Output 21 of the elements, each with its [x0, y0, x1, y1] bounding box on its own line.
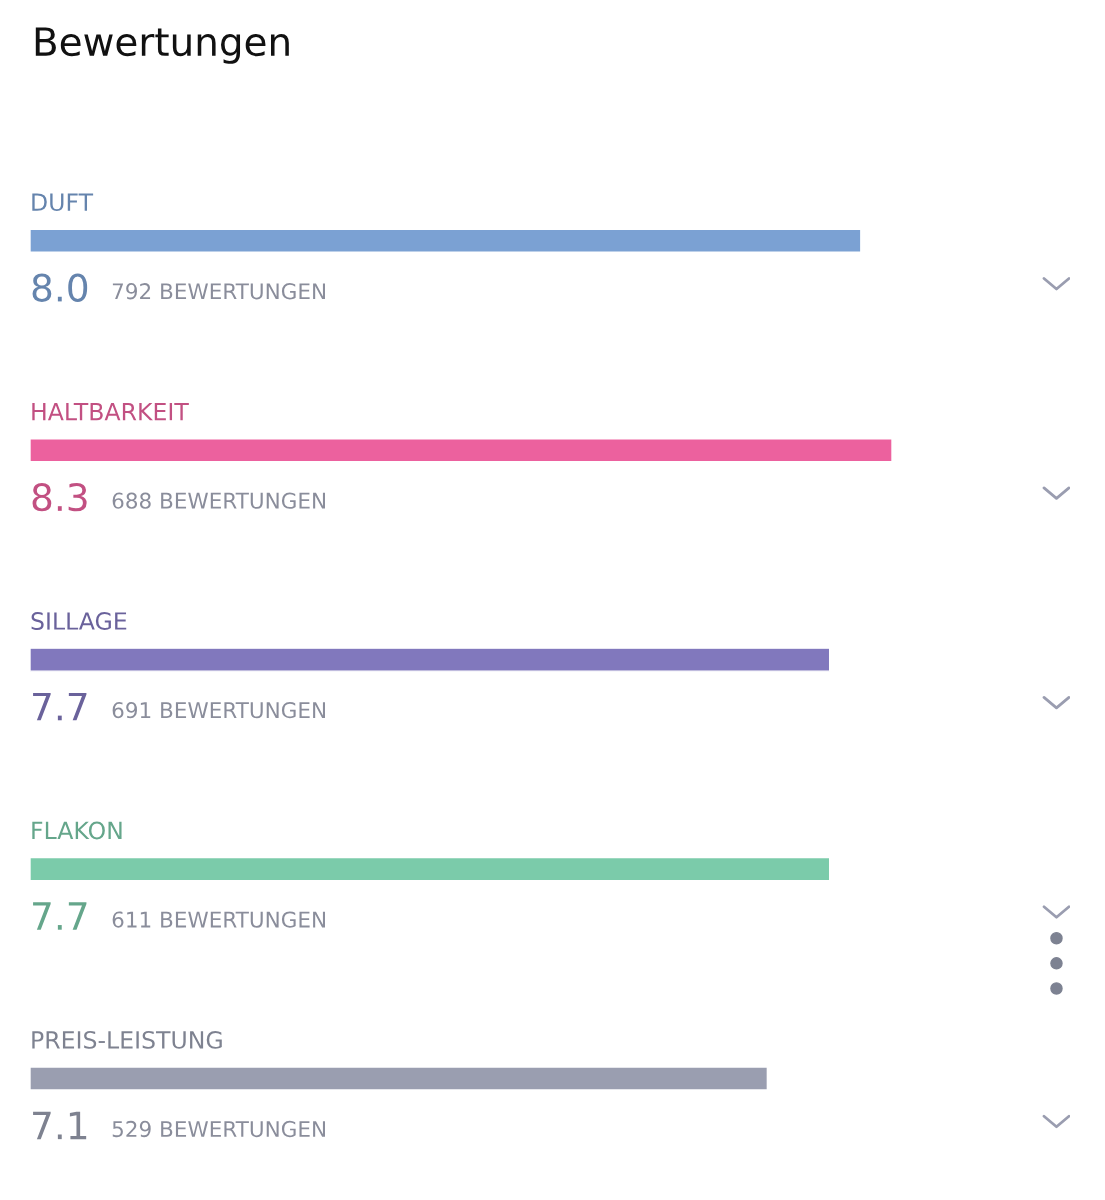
- bar: [30, 647, 831, 672]
- data-label: 8.0: [32, 273, 88, 302]
- data-label: 7.1: [33, 1111, 87, 1140]
- chart-title: Bewertungen: [35, 27, 289, 64]
- y-tick-label: DUFT: [32, 193, 94, 212]
- bar: [30, 1066, 769, 1091]
- y-tick-label: HALTBARKEIT: [32, 402, 189, 421]
- annotation: 529 BEWERTUNGEN: [112, 1120, 325, 1138]
- annotation: 691 BEWERTUNGEN: [112, 701, 325, 719]
- data-label: 7.7: [33, 692, 87, 721]
- y-tick-label: FLAKON: [32, 821, 122, 840]
- y-tick-label: SILLAGE: [31, 612, 127, 630]
- bar: [30, 856, 831, 882]
- data-label: 7.7: [33, 902, 87, 930]
- data-label: 8.3: [32, 483, 87, 512]
- annotation: 611 BEWERTUNGEN: [112, 911, 325, 928]
- annotation: 792 BEWERTUNGEN: [112, 283, 325, 300]
- y-tick-label: PREIS-LEISTUNG: [32, 1030, 222, 1049]
- bar: [30, 438, 893, 463]
- bar: [30, 228, 862, 254]
- annotation: 688 BEWERTUNGEN: [112, 492, 325, 509]
